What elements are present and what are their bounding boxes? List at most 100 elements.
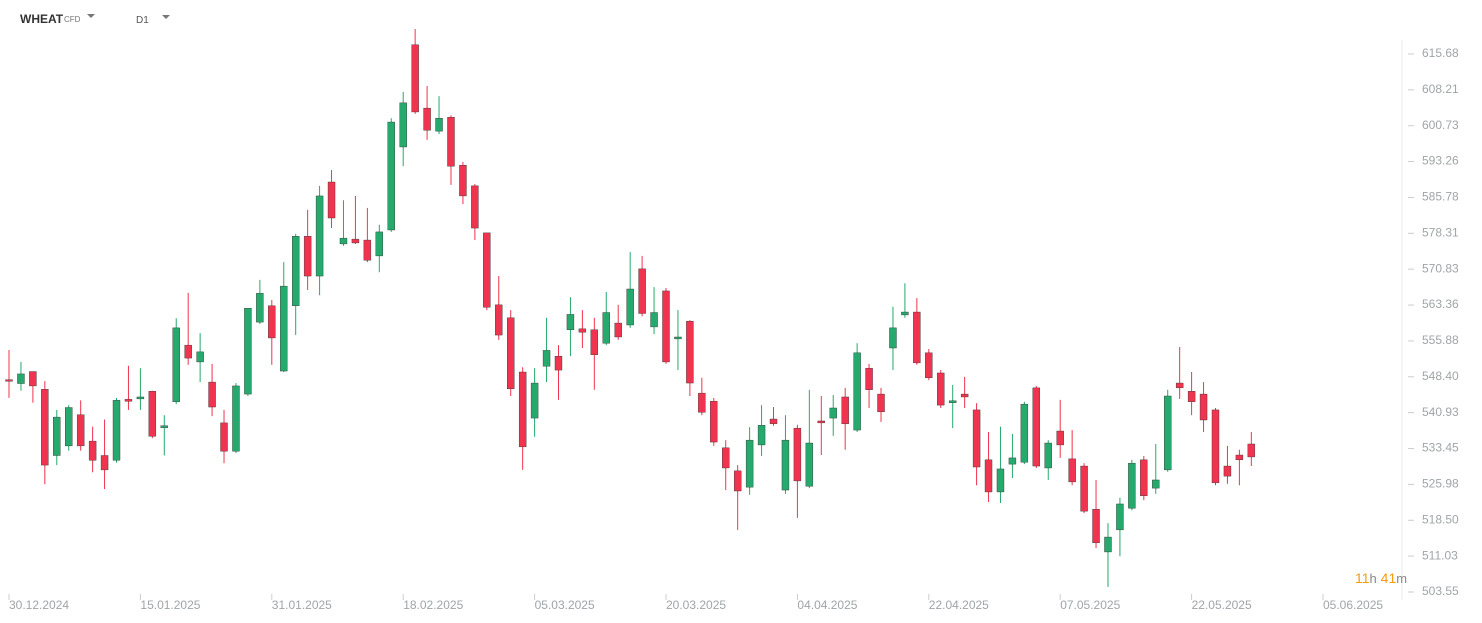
x-tick-label: 15.01.2025 (140, 598, 200, 612)
candle-body (542, 350, 551, 367)
candle-body (829, 407, 837, 419)
y-tick-label: 511.03 (1422, 548, 1458, 562)
countdown-unit: m (1396, 571, 1408, 586)
x-tick-label: 22.04.2025 (929, 598, 989, 612)
candle-body (291, 236, 300, 306)
candle-body (686, 320, 694, 384)
candle-body (566, 314, 575, 330)
candle-body (1020, 403, 1029, 463)
candle-body (1092, 509, 1100, 544)
candle-body (136, 396, 145, 400)
candle-body (530, 382, 539, 419)
candle-body (1235, 454, 1244, 461)
candle-body (674, 336, 682, 340)
candle-body (1164, 395, 1172, 471)
candle-body (112, 400, 121, 461)
y-tick-label: 570.83 (1422, 261, 1459, 275)
candle-body (1080, 465, 1088, 512)
candle-body (972, 409, 981, 468)
candle-body (1044, 442, 1052, 469)
candle-body (208, 381, 216, 408)
candle-body (196, 351, 204, 363)
candle-body (1128, 462, 1136, 509)
candle-body (447, 117, 455, 167)
countdown-minutes: 41 (1380, 570, 1397, 586)
candle-body (1199, 393, 1208, 421)
timeframe-dropdown[interactable] (162, 15, 170, 19)
candle-body (937, 372, 945, 406)
y-tick-label: 503.55 (1422, 584, 1459, 598)
candle-body (554, 355, 563, 371)
candle-body (877, 393, 885, 413)
y-tick-label: 563.36 (1422, 297, 1459, 311)
candle-body (1211, 409, 1220, 484)
candle-body (172, 327, 180, 402)
candle-body (769, 418, 778, 425)
candle-body (256, 293, 264, 323)
candle-body (1187, 391, 1196, 402)
candle-body (435, 117, 443, 132)
candle-body (948, 400, 957, 403)
candle-body (865, 367, 873, 390)
y-tick-label: 548.40 (1422, 369, 1459, 383)
candle-body (1104, 536, 1112, 553)
candle-body (184, 344, 192, 359)
countdown-hours: 11 (1355, 570, 1370, 586)
candle-body (76, 414, 85, 447)
candle-body (710, 401, 718, 443)
candle-body (913, 311, 921, 364)
candle-body (793, 427, 802, 482)
candle-body (590, 329, 599, 355)
candle-body (17, 373, 25, 384)
x-tick-label: 07.05.2025 (1060, 598, 1120, 612)
candle-body (160, 425, 168, 428)
candle-body (483, 232, 491, 308)
candle-body (268, 305, 276, 339)
candle-body (375, 231, 384, 257)
candle-body (148, 391, 157, 437)
x-tick-label: 22.05.2025 (1192, 598, 1252, 612)
candle-body (841, 396, 849, 425)
candle-body (1152, 479, 1160, 489)
x-tick-label: 04.04.2025 (797, 598, 857, 612)
candle-body (745, 439, 754, 488)
candle-body (1223, 465, 1232, 477)
candle-body (220, 422, 228, 452)
timeframe[interactable]: D1 (136, 15, 149, 26)
candle-body (363, 239, 372, 261)
candle-body (1247, 443, 1256, 458)
candle-body (327, 181, 336, 219)
y-tick-label: 555.88 (1422, 333, 1459, 347)
candle-body (698, 392, 706, 413)
candle-body (1032, 387, 1041, 467)
symbol-dropdown[interactable] (87, 14, 95, 18)
candle-body (614, 322, 622, 338)
candle-body (626, 288, 634, 326)
candle-body (244, 307, 252, 395)
candle-body (578, 328, 587, 333)
y-tick-label: 578.31 (1422, 225, 1459, 239)
candle-body (29, 371, 37, 387)
candle-body (518, 371, 527, 448)
candle-body (889, 327, 897, 349)
candle-body (280, 285, 288, 372)
candle-body (1116, 503, 1124, 531)
symbol-kind: CFD (64, 15, 81, 24)
candle-body (88, 440, 97, 461)
x-tick-label: 18.02.2025 (403, 598, 463, 612)
candle-body (638, 268, 646, 314)
symbol[interactable]: WHEAT (20, 12, 64, 26)
y-tick-label: 608.21 (1422, 82, 1459, 96)
y-tick-label: 585.78 (1422, 190, 1459, 204)
y-tick-label: 540.93 (1422, 405, 1459, 419)
x-tick-label: 05.06.2025 (1323, 598, 1383, 612)
candle-body (722, 447, 730, 469)
x-tick-label: 31.01.2025 (272, 598, 332, 612)
y-tick-label: 518.50 (1422, 512, 1459, 526)
candle-body (303, 236, 312, 277)
countdown: 11h 41m (1355, 570, 1407, 586)
candle-body (925, 352, 933, 378)
candle-body (805, 442, 814, 487)
